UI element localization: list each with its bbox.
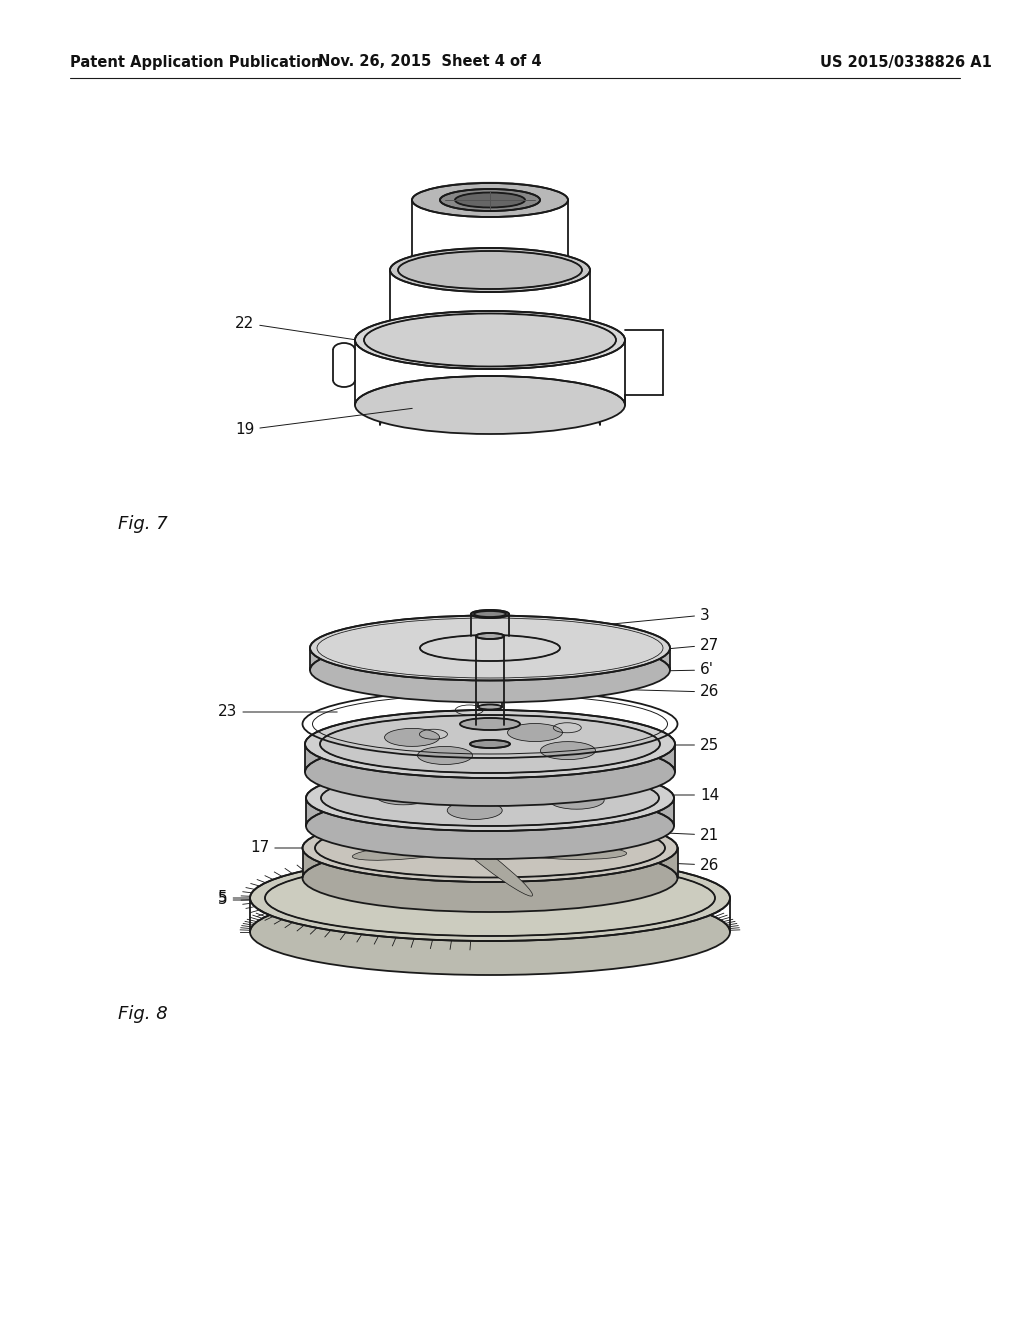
Ellipse shape <box>476 634 504 639</box>
Ellipse shape <box>412 183 568 216</box>
Ellipse shape <box>310 615 670 681</box>
Text: Patent Application Publication: Patent Application Publication <box>70 54 322 70</box>
Ellipse shape <box>460 718 520 730</box>
Ellipse shape <box>385 729 439 746</box>
Ellipse shape <box>447 801 502 820</box>
Ellipse shape <box>305 710 675 777</box>
Ellipse shape <box>470 741 510 748</box>
Ellipse shape <box>508 723 562 742</box>
Text: 5: 5 <box>218 891 292 906</box>
FancyBboxPatch shape <box>305 744 675 772</box>
Ellipse shape <box>355 312 625 370</box>
Ellipse shape <box>376 787 431 805</box>
Ellipse shape <box>455 193 525 207</box>
Ellipse shape <box>488 818 595 857</box>
Ellipse shape <box>420 635 560 661</box>
Ellipse shape <box>250 855 730 941</box>
Ellipse shape <box>319 715 660 774</box>
Text: 27: 27 <box>603 638 719 655</box>
Ellipse shape <box>443 826 532 896</box>
Ellipse shape <box>265 861 715 936</box>
Text: 3: 3 <box>532 607 710 632</box>
Text: Nov. 26, 2015  Sheet 4 of 4: Nov. 26, 2015 Sheet 4 of 4 <box>318 54 542 70</box>
Ellipse shape <box>541 742 595 759</box>
Ellipse shape <box>302 814 678 882</box>
Ellipse shape <box>355 376 625 434</box>
Ellipse shape <box>440 189 540 211</box>
Ellipse shape <box>306 766 674 832</box>
Ellipse shape <box>305 738 675 807</box>
Ellipse shape <box>478 705 502 710</box>
Ellipse shape <box>302 843 678 912</box>
Ellipse shape <box>418 746 472 764</box>
Text: 26: 26 <box>598 858 720 873</box>
Text: Fig. 7: Fig. 7 <box>118 515 168 533</box>
Ellipse shape <box>310 638 670 702</box>
Ellipse shape <box>250 888 730 975</box>
Text: US 2015/0338826 A1: US 2015/0338826 A1 <box>820 54 992 70</box>
Ellipse shape <box>471 795 509 803</box>
Text: 26: 26 <box>607 685 720 700</box>
Ellipse shape <box>478 776 532 795</box>
Text: 19: 19 <box>234 408 413 437</box>
Ellipse shape <box>474 611 506 616</box>
Text: 25: 25 <box>603 738 719 752</box>
Text: 21: 21 <box>603 828 719 842</box>
Ellipse shape <box>364 314 616 367</box>
Ellipse shape <box>315 818 665 878</box>
Ellipse shape <box>462 820 518 832</box>
Ellipse shape <box>352 843 465 861</box>
Text: Fig. 8: Fig. 8 <box>118 1005 168 1023</box>
Text: 17: 17 <box>250 841 377 855</box>
Text: 23: 23 <box>218 705 337 719</box>
Text: 6': 6' <box>607 663 714 677</box>
Ellipse shape <box>386 826 498 847</box>
Ellipse shape <box>321 770 659 826</box>
Ellipse shape <box>472 822 508 830</box>
Text: 19: 19 <box>574 931 679 945</box>
Ellipse shape <box>471 610 509 618</box>
Text: 14: 14 <box>603 788 719 803</box>
Ellipse shape <box>514 845 627 859</box>
Ellipse shape <box>390 248 590 292</box>
Ellipse shape <box>398 251 582 289</box>
Ellipse shape <box>306 793 674 859</box>
FancyBboxPatch shape <box>310 648 670 671</box>
Text: 6: 6 <box>268 928 355 942</box>
Text: 22: 22 <box>234 315 387 345</box>
FancyBboxPatch shape <box>306 799 674 826</box>
Ellipse shape <box>549 791 604 809</box>
Ellipse shape <box>462 842 518 854</box>
Text: 5: 5 <box>218 892 298 908</box>
FancyBboxPatch shape <box>302 847 678 878</box>
